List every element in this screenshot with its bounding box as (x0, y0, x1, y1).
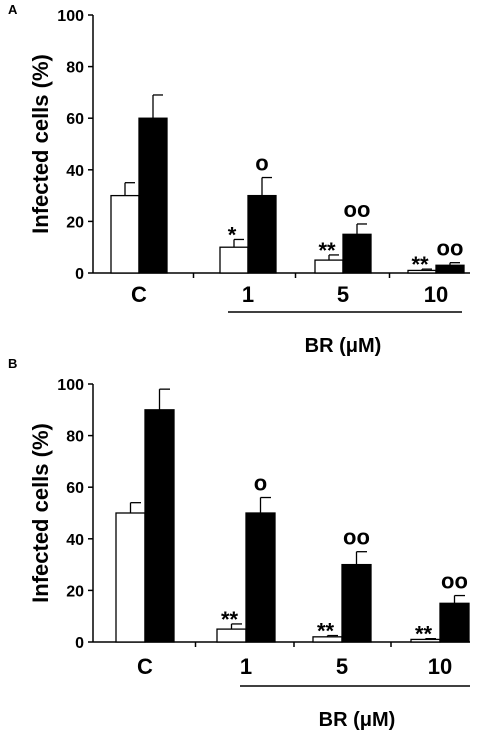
y-tick-label: 100 (57, 377, 84, 394)
y-tick-label: 60 (66, 111, 84, 128)
x-tick-label: 10 (428, 654, 452, 679)
y-tick-label: 40 (66, 532, 84, 549)
y-tick-label: 80 (66, 429, 84, 446)
significance-label: ** (221, 607, 239, 632)
bar (435, 264, 465, 274)
x-tick-label: 1 (242, 282, 254, 307)
bar (342, 233, 372, 274)
significance-label: oo (441, 569, 468, 594)
y-axis-label: Infected cells (%) (28, 54, 53, 234)
y-tick-label: 20 (66, 583, 84, 600)
y-tick-label: 0 (75, 635, 84, 652)
y-tick-label: 0 (75, 266, 84, 283)
x-tick-label: C (131, 282, 147, 307)
panel-letter: B (8, 356, 17, 371)
x-tick-label: 10 (424, 282, 448, 307)
bar (144, 409, 175, 643)
y-tick-label: 60 (66, 480, 84, 497)
bar (247, 194, 277, 274)
significance-label: ** (317, 619, 335, 644)
significance-label: oo (437, 236, 464, 261)
y-tick-label: 40 (66, 163, 84, 180)
bar (138, 117, 168, 274)
significance-label: o (254, 471, 267, 496)
x-tick-label: 1 (240, 654, 252, 679)
significance-label: oo (344, 197, 371, 222)
panel-letter: A (8, 2, 18, 17)
significance-label: * (228, 222, 237, 247)
x-tick-label: C (137, 654, 153, 679)
chart-panel-a: A 0 20 40 60 80 100 Infected cells (%) C * o 1 ** oo 5… (8, 2, 470, 357)
bar (439, 602, 470, 643)
bar (341, 563, 372, 643)
y-tick-label: 100 (57, 8, 84, 25)
y-tick-label: 80 (66, 60, 84, 77)
bar (245, 512, 276, 643)
significance-label: ** (415, 622, 433, 647)
group-label: BR (μM) (305, 335, 382, 357)
bar (110, 194, 140, 274)
significance-label: o (255, 151, 268, 176)
group-label: BR (μM) (319, 709, 396, 731)
significance-label: ** (411, 252, 429, 277)
x-tick-label: 5 (336, 654, 348, 679)
bar (219, 246, 249, 274)
y-tick-label: 20 (66, 214, 84, 231)
x-tick-label: 5 (337, 282, 349, 307)
significance-label: oo (343, 525, 370, 550)
bar (115, 512, 146, 643)
y-axis-label: Infected cells (%) (28, 423, 53, 603)
significance-label: ** (318, 238, 336, 263)
